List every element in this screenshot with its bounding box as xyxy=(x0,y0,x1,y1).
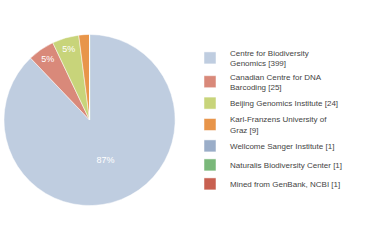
svg-text:87%: 87% xyxy=(96,155,114,165)
svg-text:Wellcome Sanger Institute [1]: Wellcome Sanger Institute [1] xyxy=(230,142,334,151)
svg-text:Canadian Centre for DNABarcodi: Canadian Centre for DNABarcoding [25] xyxy=(230,73,322,92)
svg-text:Centre for BiodiversityGenomic: Centre for BiodiversityGenomics [399] xyxy=(230,49,309,68)
svg-text:5%: 5% xyxy=(62,44,75,54)
svg-text:Mined from GenBank, NCBI [1]: Mined from GenBank, NCBI [1] xyxy=(230,180,340,189)
svg-text:5%: 5% xyxy=(41,54,54,64)
svg-text:Beijing Genomics Institute [24: Beijing Genomics Institute [24] xyxy=(230,99,338,108)
svg-text:Naturalis Biodiversity Center: Naturalis Biodiversity Center [1] xyxy=(230,161,342,170)
svg-text:Karl-Franzens University ofGra: Karl-Franzens University ofGraz [9] xyxy=(230,115,327,134)
